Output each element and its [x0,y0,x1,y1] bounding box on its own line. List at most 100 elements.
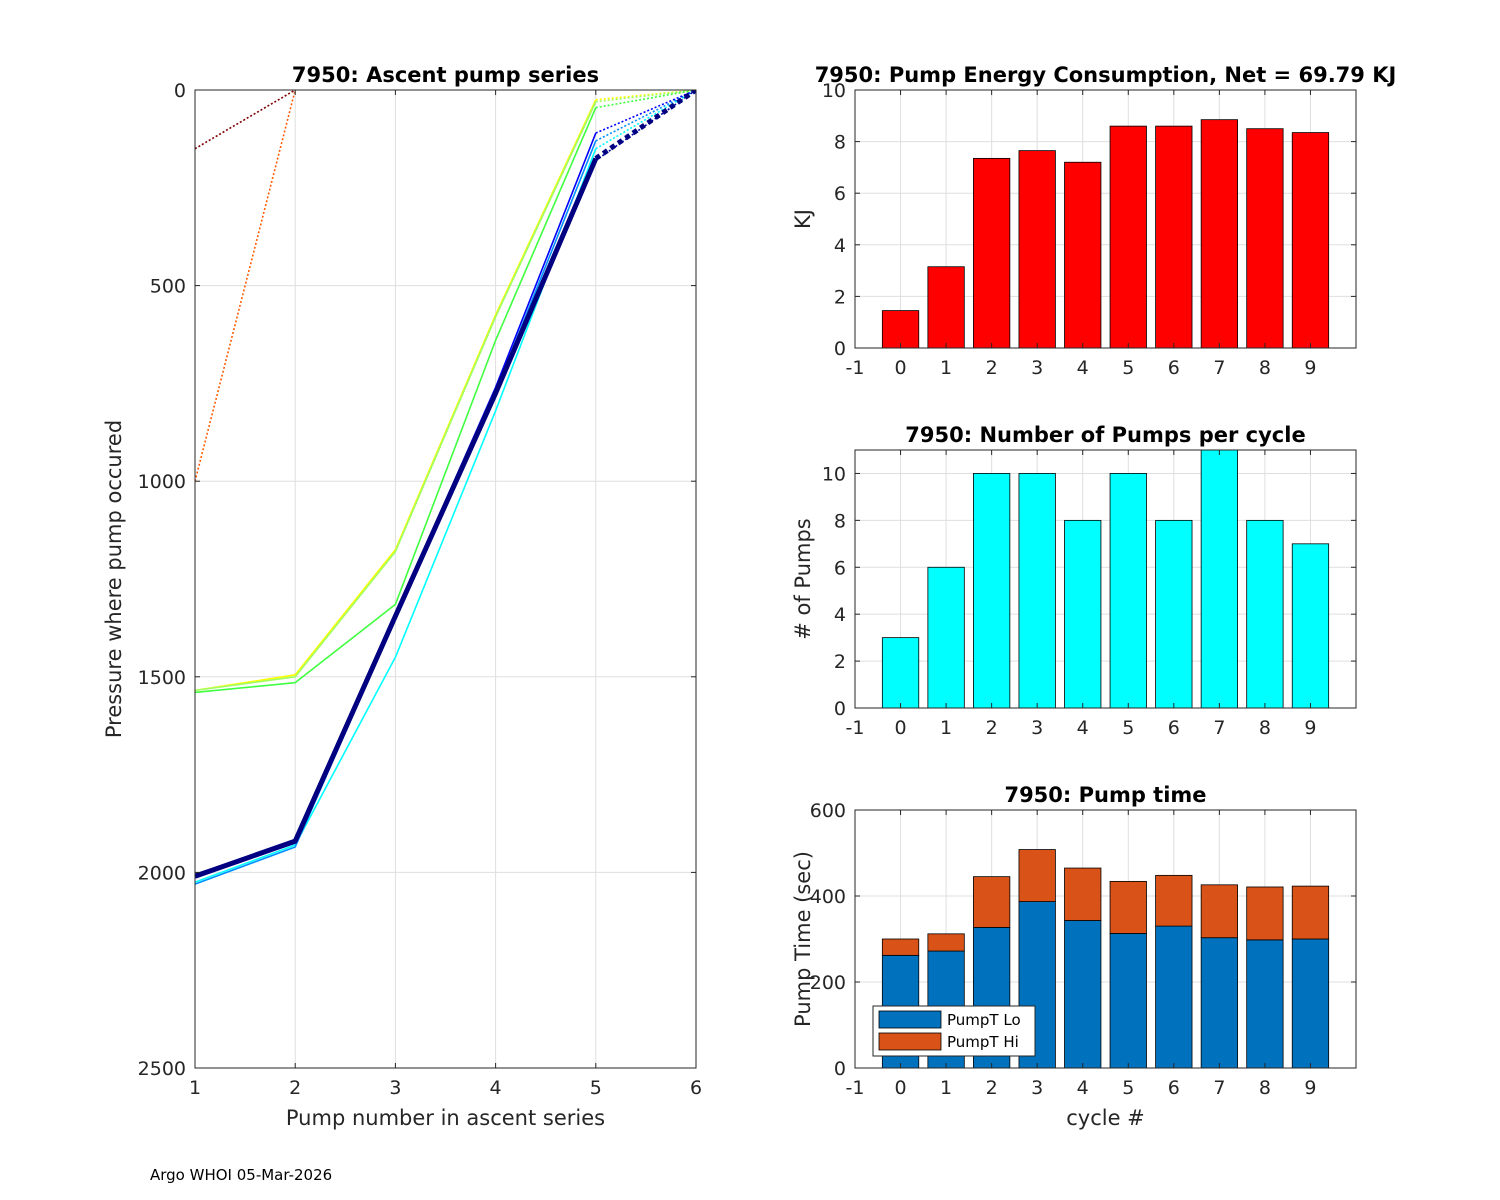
bar [1064,161,1102,349]
x-tick-label: 3 [1031,357,1043,379]
bar [973,157,1011,349]
y-tick-label: 6 [834,557,846,579]
bar [1200,449,1238,709]
chart-ascent: 1 2 3 4 5 6 0 500 1000 1500 2000 2500 7950: Ascent p… [102,63,702,1130]
y-tick-label: 8 [834,132,846,154]
chart-title: 7950: Ascent pump series [292,63,599,87]
x-tick-label: 2 [986,1077,998,1099]
axes-frame [854,809,1357,1069]
y-tick-label: 600 [810,800,846,822]
y-tick-label: 8 [834,510,846,532]
y-tick-label: 4 [834,235,846,257]
legend-swatch [878,1032,942,1051]
x-tick-label: 3 [1031,1077,1043,1099]
y-tick-label: 10 [822,80,846,102]
legend: PumpT Lo PumpT Hi [872,1005,1036,1057]
y-axis-label: Pump Time (sec) [791,851,815,1027]
x-tick-label: 3 [1031,717,1043,739]
x-tick-label: 7 [1213,1077,1225,1099]
bar [1291,132,1330,349]
y-tick-label: 200 [810,972,846,994]
y-axis-label: Pressure where pump occured [102,420,126,738]
series-line-to-surface [595,90,696,103]
x-tick-label: 4 [1077,357,1089,379]
x-tick-label: 6 [690,1077,702,1099]
x-tick-label: 0 [894,717,906,739]
legend-swatch [878,1010,942,1029]
x-tick-label: 7 [1213,357,1225,379]
series-group [195,90,696,885]
bar [1064,519,1102,709]
bar [973,473,1011,709]
y-tick-label: 2000 [138,862,186,884]
series-line [195,157,599,879]
x-tick-label: 5 [590,1077,602,1099]
y-axis-label: # of Pumps [791,518,815,640]
series-line [195,107,597,694]
y-tick-label: 6 [834,183,846,205]
y-tick-label: 1500 [138,667,186,689]
series-line [195,90,296,482]
x-tick-label: 8 [1259,1077,1271,1099]
x-tick-label: 4 [1077,717,1089,739]
x-tick-label: -1 [846,717,865,739]
series-line-to-surface [595,90,696,109]
y-tick-label: 0 [834,1058,846,1080]
x-tick-label: -1 [846,357,865,379]
bar [1246,128,1284,349]
bar [1109,473,1147,709]
bar [881,637,920,709]
x-tick-label: 2 [289,1077,301,1099]
y-tick-label: 400 [810,886,846,908]
plot-area [195,90,696,1068]
legend-label: PumpT Lo [947,1011,1021,1029]
x-tick-label: 6 [1168,1077,1180,1099]
bar [1018,473,1056,709]
bar [1291,543,1330,709]
y-axis-label: KJ [791,209,815,229]
x-tick-label: 0 [894,357,906,379]
y-tick-label: 2 [834,286,846,308]
y-tick-label: 0 [834,698,846,720]
x-tick-label: 3 [389,1077,401,1099]
bar-segment [927,933,965,952]
axes-frame [854,449,1357,709]
x-tick-label: 6 [1168,717,1180,739]
bar-segment [1064,920,1102,1069]
x-tick-label: 8 [1259,717,1271,739]
x-axis-label: cycle # [1066,1106,1145,1130]
bar [1109,125,1147,349]
chart-title: 7950: Number of Pumps per cycle [905,423,1305,447]
chart-title: 7950: Pump Energy Consumption, Net = 69.… [815,63,1397,87]
x-tick-label: 4 [1077,1077,1089,1099]
series-line-to-surface [595,90,696,101]
bar-segment [973,876,1011,928]
x-tick-label: 2 [986,357,998,379]
bar-segment [1064,867,1102,921]
x-tick-label: 4 [490,1077,502,1099]
y-tick-label: 2 [834,651,846,673]
x-tick-label: 1 [940,717,952,739]
y-tick-label: 500 [150,276,186,298]
bar-segment [1018,849,1056,902]
x-tick-label: 5 [1122,1077,1134,1099]
x-tick-label: 1 [940,357,952,379]
x-tick-label: 0 [894,1077,906,1099]
bar-segment [1291,938,1330,1069]
axes-frame [194,89,697,1069]
bar-segment [1155,925,1193,1069]
axes-frame [854,89,1357,349]
x-tick-label: 5 [1122,357,1134,379]
bar-segment [1200,884,1238,939]
y-tick-label: 0 [834,338,846,360]
bar-segment [1291,885,1330,940]
x-tick-label: 9 [1304,357,1316,379]
bar [927,566,965,709]
x-tick-label: 9 [1304,1077,1316,1099]
bar-segment [1200,937,1238,1069]
x-tick-label: 9 [1304,717,1316,739]
bar-segment [881,938,920,956]
bar [1155,519,1193,709]
